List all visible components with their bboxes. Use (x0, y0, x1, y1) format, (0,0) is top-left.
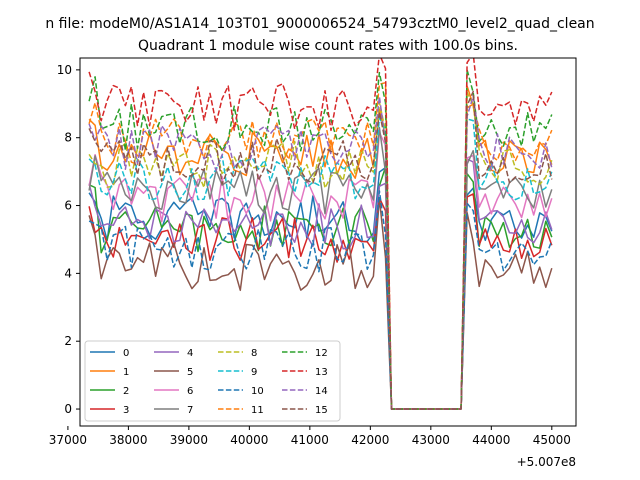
series-line-7 (88, 126, 553, 410)
legend-label-15: 15 (315, 405, 328, 416)
series-line-12 (88, 69, 553, 410)
legend-label-2: 2 (123, 386, 129, 397)
series-line-11 (88, 81, 553, 410)
y-tick-label: 6 (64, 199, 72, 213)
x-tick-label: 45000 (533, 433, 571, 447)
figure-suptitle: n file: modeM0/AS1A14_103T01_9000006524_… (45, 16, 594, 32)
series-line-6 (88, 131, 553, 410)
series-line-8 (88, 91, 553, 410)
legend-label-0: 0 (123, 348, 129, 359)
y-tick-label: 2 (64, 334, 72, 348)
series-line-14 (88, 95, 553, 410)
x-tick-label: 39000 (170, 433, 208, 447)
legend-label-4: 4 (187, 348, 193, 359)
y-axis: 0 2 4 6 8 10 (57, 63, 80, 416)
legend-label-5: 5 (187, 367, 193, 378)
series-line-10 (88, 190, 553, 410)
legend-label-11: 11 (251, 405, 264, 416)
series-layer (88, 58, 553, 410)
legend-label-8: 8 (251, 348, 257, 359)
x-axis: 37000 38000 39000 40000 41000 42000 43000 44000… (49, 426, 571, 447)
series-line-0 (88, 166, 553, 410)
y-tick-label: 4 (64, 266, 72, 280)
y-tick-label: 0 (64, 402, 72, 416)
legend-label-14: 14 (315, 386, 328, 397)
x-tick-label: 44000 (472, 433, 510, 447)
legend-label-6: 6 (187, 386, 193, 397)
x-tick-label: 40000 (230, 433, 268, 447)
x-axis-offset-label: +5.007e8 (517, 455, 576, 469)
x-tick-label: 37000 (49, 433, 87, 447)
legend-label-10: 10 (251, 386, 264, 397)
x-tick-label: 41000 (291, 433, 329, 447)
legend-label-9: 9 (251, 367, 257, 378)
series-line-15 (88, 90, 553, 410)
legend-label-1: 1 (123, 367, 129, 378)
legend-label-13: 13 (315, 367, 328, 378)
x-tick-label: 42000 (351, 433, 389, 447)
series-line-13 (88, 58, 553, 410)
legend-frame (84, 340, 341, 422)
legend-label-7: 7 (187, 405, 193, 416)
series-line-3 (88, 193, 553, 410)
chart-title: Quadrant 1 module wise count rates with … (138, 38, 518, 54)
series-line-1 (88, 85, 553, 410)
series-line-5 (88, 197, 553, 410)
legend-label-12: 12 (315, 348, 328, 359)
x-tick-label: 38000 (109, 433, 147, 447)
y-tick-label: 10 (57, 63, 72, 77)
plot-area-frame (79, 57, 577, 427)
y-tick-label: 8 (64, 131, 72, 145)
x-tick-label: 43000 (412, 433, 450, 447)
series-line-9 (88, 117, 553, 410)
legend-label-3: 3 (123, 405, 129, 416)
